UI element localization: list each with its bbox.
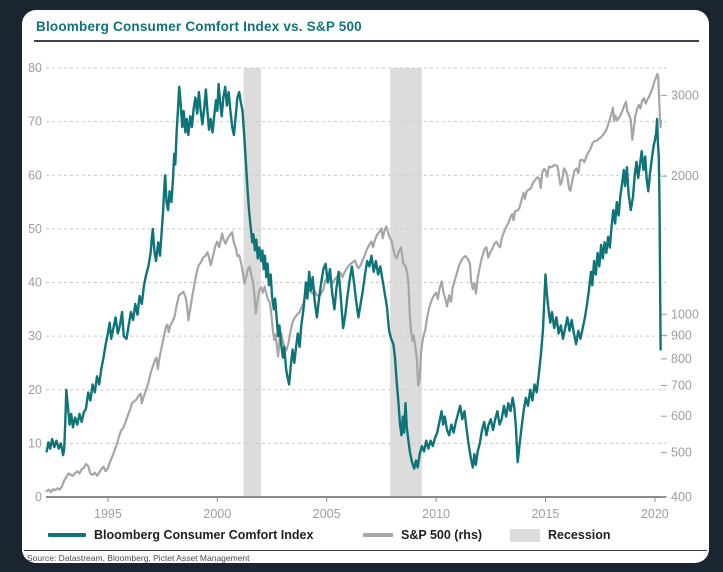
svg-text:80: 80 bbox=[28, 61, 42, 75]
series-comfort-index bbox=[45, 82, 662, 470]
svg-text:2000: 2000 bbox=[203, 507, 231, 521]
svg-text:400: 400 bbox=[671, 490, 692, 504]
gridlines bbox=[46, 67, 666, 444]
svg-text:600: 600 bbox=[671, 409, 692, 423]
svg-text:20: 20 bbox=[28, 383, 42, 397]
legend-item-comfort-index: Bloomberg Consumer Comfort Index bbox=[48, 527, 313, 543]
svg-text:10: 10 bbox=[28, 436, 42, 450]
source-divider bbox=[24, 550, 707, 551]
svg-text:70: 70 bbox=[28, 115, 42, 129]
svg-text:40: 40 bbox=[28, 276, 42, 290]
legend-label-sp500: S&P 500 (rhs) bbox=[401, 528, 483, 542]
svg-text:1000: 1000 bbox=[671, 307, 699, 321]
svg-text:1995: 1995 bbox=[94, 507, 122, 521]
svg-text:3000: 3000 bbox=[671, 88, 699, 102]
svg-text:0: 0 bbox=[35, 490, 42, 504]
legend-swatch-sp500-icon bbox=[363, 533, 393, 537]
series-sp500 bbox=[45, 72, 663, 494]
legend-swatch-recession-icon bbox=[510, 528, 540, 542]
x-axis-labels: 1995 2000 2005 2010 2015 2020 bbox=[94, 497, 669, 521]
svg-text:800: 800 bbox=[671, 352, 692, 366]
chart-card: Bloomberg Consumer Comfort Index vs. S&P… bbox=[22, 10, 709, 563]
chart-plot: 1995 2000 2005 2010 2015 2020 0 10 20 30 40 50 60 70 8… bbox=[28, 61, 699, 521]
source-text: Source: Datastream, Bloomberg, Pictet As… bbox=[27, 553, 250, 563]
svg-text:2015: 2015 bbox=[532, 507, 560, 521]
svg-text:2005: 2005 bbox=[313, 507, 341, 521]
left-axis-labels: 0 10 20 30 40 50 60 70 80 bbox=[28, 61, 42, 504]
title-rule bbox=[34, 40, 699, 42]
svg-text:30: 30 bbox=[28, 329, 42, 343]
legend-label-recession: Recession bbox=[548, 528, 611, 542]
svg-text:900: 900 bbox=[671, 328, 692, 342]
svg-text:500: 500 bbox=[671, 446, 692, 460]
svg-text:2020: 2020 bbox=[641, 507, 669, 521]
svg-text:50: 50 bbox=[28, 222, 42, 236]
svg-text:700: 700 bbox=[671, 378, 692, 392]
svg-text:2000: 2000 bbox=[671, 169, 699, 183]
chart-title: Bloomberg Consumer Comfort Index vs. S&P… bbox=[36, 19, 362, 34]
svg-text:60: 60 bbox=[28, 168, 42, 182]
right-axis-labels: 400 500 600 700 800 900 1000 2000 3000 bbox=[661, 88, 699, 504]
legend-item-sp500: S&P 500 (rhs) bbox=[363, 527, 482, 543]
svg-text:2010: 2010 bbox=[422, 507, 450, 521]
legend-swatch-comfort-index-icon bbox=[48, 533, 86, 537]
legend-label-comfort-index: Bloomberg Consumer Comfort Index bbox=[94, 528, 314, 542]
legend-item-recession: Recession bbox=[510, 527, 611, 543]
